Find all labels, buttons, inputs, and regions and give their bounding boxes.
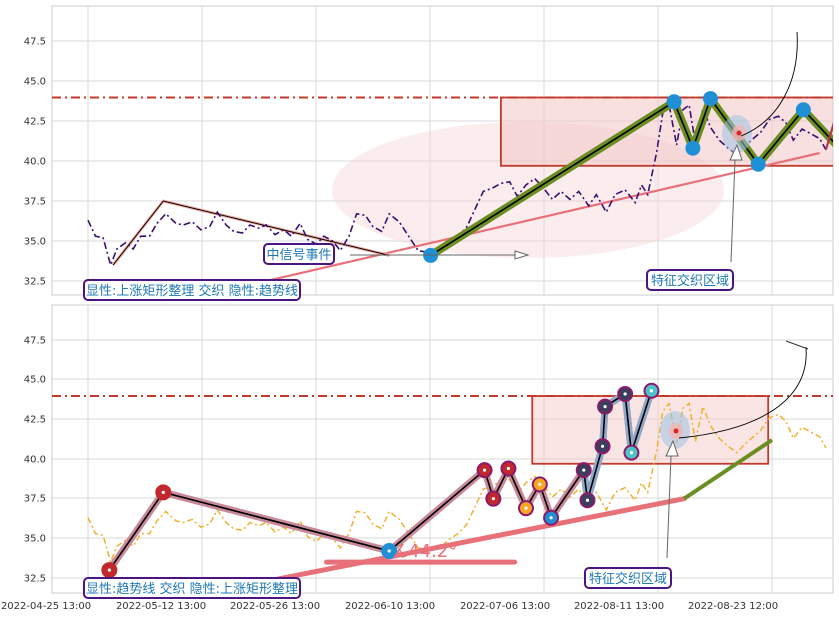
pattern-path (108, 390, 653, 571)
zone-arrow (666, 455, 672, 559)
zone-arc (678, 346, 807, 439)
pattern-node-mark (649, 389, 654, 393)
zone-arc (740, 31, 798, 137)
pattern-node-mark (629, 451, 634, 455)
zone-arrow (730, 159, 736, 263)
y-tick-label: 47.5 (24, 336, 46, 347)
y-tick-label: 45.0 (24, 77, 46, 88)
x-axis: 2022-04-25 13:00 2022-05-12 13:00 2022-05-… (1, 601, 778, 612)
pattern-node-mark (538, 482, 542, 486)
zone-dot (736, 130, 742, 136)
y-tick-label: 37.5 (24, 494, 46, 505)
pivot-point (685, 140, 701, 156)
y-tick-label: 45.0 (24, 375, 46, 386)
zone-arrow-head (665, 439, 679, 457)
bottom-zone-label-box (584, 567, 672, 589)
forecast-tip (785, 340, 809, 350)
top-zone-label-box (646, 269, 734, 291)
pivot-point (666, 94, 682, 110)
top-panel: 32.5 35.0 37.5 40.0 42.5 45.0 47.5 中信号事件显性:上涨矩形… (24, 5, 839, 301)
bottom-pattern-label: 显性:趋势线 交织 隐性:上涨矩形整理 (83, 577, 301, 599)
x-tick-label: 2022-05-12 13:00 (116, 601, 206, 612)
bottom-pattern-label-box (83, 577, 301, 599)
pivot-point (795, 102, 811, 118)
pattern-node-mark (506, 466, 511, 471)
trend-line (238, 151, 820, 289)
zone-arrow-head (729, 143, 743, 161)
x-tick-label: 2022-06-10 13:00 (345, 601, 435, 612)
bottom-plot-content: ∡44.2° (52, 340, 833, 587)
price-series (87, 103, 827, 268)
angle-label: ∡44.2° (392, 541, 457, 562)
y-tick-label: 32.5 (24, 277, 46, 288)
price-series (87, 401, 827, 565)
trend-extension (682, 438, 774, 501)
zone-dot (673, 428, 679, 434)
pivot-point (702, 91, 718, 107)
trend-line (248, 496, 687, 587)
pattern-node-mark (107, 568, 111, 572)
event-arrow-head (514, 250, 530, 260)
bottom-pattern-label-text: 显性:趋势线 交织 隐性:上涨矩形整理 (86, 581, 298, 597)
pattern-node-mark (491, 497, 495, 501)
top-plot-content (52, 31, 839, 289)
y-tick-label: 40.0 (24, 157, 46, 168)
y-tick-label: 32.5 (24, 574, 46, 585)
bottom-panel: 32.5 35.0 37.5 40.0 42.5 45.0 47.5 ∡44.2° 显性:趋势线… (24, 304, 834, 599)
y-tick-label: 35.0 (24, 534, 46, 545)
x-tick-label: 2022-04-25 13:00 (1, 601, 91, 612)
x-tick-label: 2022-07-06 13:00 (460, 601, 550, 612)
event-label-box (263, 243, 335, 265)
x-tick-label: 2022-05-26 13:00 (230, 601, 320, 612)
pattern-node-mark (524, 506, 528, 510)
bottom-zone-label: 特征交织区域 (584, 567, 672, 589)
pattern-node-mark (623, 392, 627, 396)
top-zone-label: 特征交织区域 (646, 269, 734, 291)
pattern-node-mark (582, 468, 586, 472)
pattern-node-mark (482, 468, 487, 472)
top-pattern-label-box (83, 279, 301, 301)
bottom-zone-label-text: 特征交织区域 (589, 571, 667, 587)
x-tick-label: 2022-08-11 13:00 (574, 601, 664, 612)
pattern-node-mark (603, 405, 607, 409)
pattern-node-mark (585, 498, 590, 502)
y-tick-label: 37.5 (24, 197, 46, 208)
early-path (112, 200, 390, 266)
y-tick-label: 35.0 (24, 237, 46, 248)
top-pattern-label-text: 显性:上涨矩形整理 交织 隐性:趋势线 (86, 283, 298, 299)
pivot-point (750, 156, 766, 172)
y-tick-label: 42.5 (24, 415, 46, 426)
rectangle-pattern (531, 395, 770, 465)
top-zone-label-text: 特征交织区域 (651, 273, 729, 289)
pattern-node-mark (600, 444, 605, 448)
event-label-text: 中信号事件 (266, 248, 331, 263)
y-tick-label: 47.5 (24, 37, 46, 48)
event-label: 中信号事件 (263, 243, 335, 265)
y-tick-label: 40.0 (24, 455, 46, 466)
top-pattern-label: 显性:上涨矩形整理 交织 隐性:趋势线 (83, 279, 301, 301)
pattern-node-mark (161, 490, 165, 494)
pattern-node-mark (387, 549, 391, 553)
pattern-node-mark (549, 516, 553, 520)
y-tick-label: 42.5 (24, 117, 46, 128)
pivot-point (834, 142, 839, 157)
x-tick-label: 2022-08-23 12:00 (688, 601, 778, 612)
